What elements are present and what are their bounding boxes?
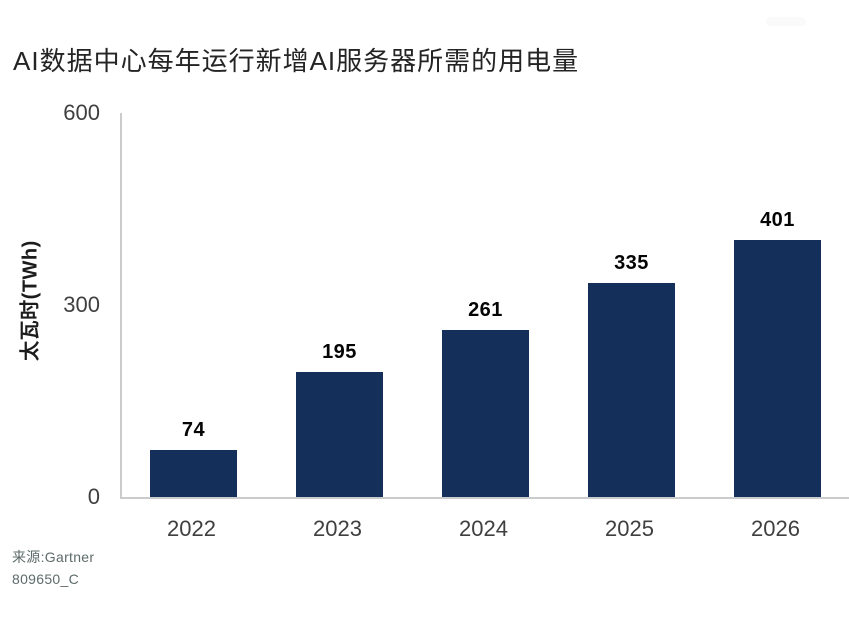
- chart-bar: [734, 240, 821, 497]
- bar-value-label: 74: [181, 419, 206, 441]
- chart-bar: [442, 330, 529, 497]
- chart-bar: [296, 372, 383, 497]
- y-axis-tick-label: 300: [63, 292, 100, 317]
- chart-title: AI数据中心每年运行新增AI服务器所需的用电量: [13, 46, 580, 76]
- chart-bar: [588, 283, 675, 497]
- x-axis-tick-label: 2023: [313, 516, 362, 541]
- chart-bar: [150, 450, 237, 497]
- bar-value-label: 401: [760, 209, 795, 231]
- x-axis-tick-label: 2025: [605, 516, 654, 541]
- footnote-id-text: 809650_C: [12, 571, 80, 587]
- bar-value-label: 261: [468, 299, 503, 321]
- x-axis-tick-label: 2024: [459, 516, 508, 541]
- watermark-smudge: [766, 17, 806, 26]
- bar-value-label: 335: [614, 252, 649, 274]
- x-axis-tick-label: 2022: [167, 516, 216, 541]
- source-text: 来源:Gartner: [12, 549, 95, 565]
- y-axis-tick-label: 600: [63, 100, 100, 125]
- x-axis-tick-label: 2026: [751, 516, 800, 541]
- y-axis-tick-label: 0: [87, 484, 100, 509]
- bar-value-label: 195: [322, 341, 357, 363]
- plot-area: 74 195 261 335 401: [120, 113, 849, 499]
